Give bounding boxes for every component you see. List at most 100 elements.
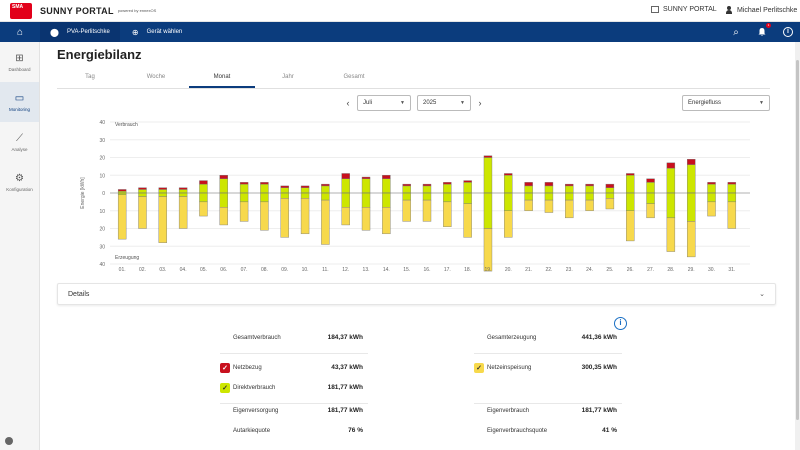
next-period-chevron-icon[interactable]: › [478,98,482,108]
page-title: Energiebilanz [57,47,142,62]
bar-netzbezug [626,173,635,176]
sidebar-item-analyse[interactable]: ⟋ Analyse [0,122,39,162]
bar-direktverbrauch-erzeugung [158,192,168,197]
sma-logo[interactable]: SMA [10,2,32,19]
tab-tag[interactable]: Tag [85,74,95,80]
notification-bell-icon[interactable]: 1 [756,23,771,38]
direktverbrauch-label: Direktverbrauch [233,385,276,391]
sunny-portal-link[interactable]: SUNNY PORTAL [651,6,717,13]
home-icon[interactable]: ⌂ [16,26,24,38]
bar-direktverbrauch [178,189,188,194]
x-tick-label: 09. [281,267,288,273]
bar-netzbezug [646,178,655,183]
netzbezug-checkbox[interactable]: ✓ [220,363,230,373]
bar-netzeinspeisung [686,221,696,258]
chevron-down-icon: ▼ [460,100,465,106]
sidebar-item-dashboard[interactable]: ⊞ Dashboard [0,42,39,82]
x-tick-label: 11. [322,267,329,273]
tab-woche[interactable]: Woche [146,74,166,80]
bar-netzeinspeisung [707,201,716,217]
x-tick-label: 25. [606,267,613,273]
tab-gesamt[interactable]: Gesamt [343,74,365,80]
bar-netzeinspeisung [341,206,350,226]
x-tick-label: 23. [566,267,573,273]
eigenverbrauch-value: 181,77 kWh [581,407,617,414]
bar-direktverbrauch-erzeugung [707,192,716,203]
chevron-down-icon: ⌄ [759,291,765,298]
bar-netzbezug [402,183,411,187]
bar-netzbezug [707,182,716,185]
year-value: 2025 [423,100,437,106]
scrollbar-thumb[interactable] [796,60,799,420]
bar-direktverbrauch-erzeugung [260,192,269,203]
chevron-down-icon: ▼ [759,100,764,106]
bar-netzbezug [117,189,127,192]
info-icon[interactable]: i [614,317,627,330]
brand-name: SUNNY PORTAL [40,5,114,16]
bar-direktverbrauch [605,187,615,194]
bar-netzeinspeisung [178,196,188,229]
netzeinspeisung-label: Netzeinspeisung [487,365,532,371]
tab-jahr[interactable]: Jahr [282,74,294,80]
x-tick-label: 12. [342,267,349,273]
sidebar-item-monitoring[interactable]: ▭ Monitoring [0,82,39,122]
bar-direktverbrauch-erzeugung [422,192,432,201]
bar-direktverbrauch-erzeugung [585,192,594,201]
portal-link-label: SUNNY PORTAL [663,6,717,13]
bar-netzeinspeisung [524,199,533,211]
bar-direktverbrauch-erzeugung [199,192,208,203]
globe-icon: ⊕ [131,27,139,37]
x-tick-label: 15. [403,267,410,273]
bar-direktverbrauch-erzeugung [524,192,533,201]
bar-netzeinspeisung [361,206,371,231]
user-menu[interactable]: Michael Perlitschke [725,6,797,14]
bar-direktverbrauch [585,185,594,194]
plant-name: PVA-Perlitschke [66,29,110,35]
device-selector[interactable]: ⊕ Gerät wählen [120,22,194,42]
tab-monat[interactable]: Monat [189,71,255,88]
prev-period-chevron-icon[interactable]: ‹ [346,98,350,108]
bar-netzbezug [727,182,737,185]
divider [220,403,368,404]
dashboard-icon: ⊞ [15,52,24,64]
details-accordion[interactable]: Details ⌄ [57,283,776,305]
netzeinspeisung-checkbox[interactable]: ✓ [474,363,484,373]
eigenversorgung-label: Eigenversorgung [233,408,279,414]
bar-direktverbrauch [260,183,269,194]
x-tick-label: 07. [241,267,248,273]
powered-by: powered by ennexOS [117,8,157,13]
sidebar-item-konfiguration[interactable]: ⚙ Konfiguration [0,162,39,202]
view-select[interactable]: Energiefluss ▼ [682,95,770,111]
bar-netzeinspeisung [626,210,635,242]
direktverbrauch-checkbox[interactable]: ✓ [220,383,230,393]
bar-netzeinspeisung [321,199,330,245]
help-icon[interactable] [5,437,13,445]
bar-direktverbrauch [463,182,472,194]
bar-netzeinspeisung [117,194,127,240]
divider [474,403,622,404]
nav-actions: ⌕ 1 i [730,22,794,42]
bar-netzbezug [463,180,472,183]
year-select[interactable]: 2025 ▼ [417,95,471,111]
bar-direktverbrauch [686,164,696,194]
chevron-down-icon: ▼ [400,100,405,106]
bar-netzbezug [686,159,696,165]
bar-netzbezug [605,183,615,188]
month-select[interactable]: Juli ▼ [357,95,411,111]
divider [474,353,622,354]
bar-netzbezug [666,162,676,169]
eigenverbrauchsquote-label: Eigenverbrauchsquote [487,428,548,434]
eigenverbrauchsquote-value: 41 % [602,427,617,434]
bar-direktverbrauch-erzeugung [443,192,452,203]
x-tick-label: 21. [525,267,532,273]
bar-direktverbrauch-erzeugung [300,192,310,199]
search-icon[interactable]: ⌕ [733,26,739,38]
bar-netzeinspeisung [138,196,147,229]
bar-direktverbrauch-erzeugung [341,192,350,208]
bar-netzbezug [178,187,188,190]
plant-selector[interactable]: ⬤ PVA-Perlitschke [40,22,120,42]
bar-direktverbrauch [300,187,310,194]
autarkiequote-label: Autarkiequote [233,428,271,434]
info-icon[interactable]: i [782,26,794,38]
bar-netzeinspeisung [239,201,249,222]
